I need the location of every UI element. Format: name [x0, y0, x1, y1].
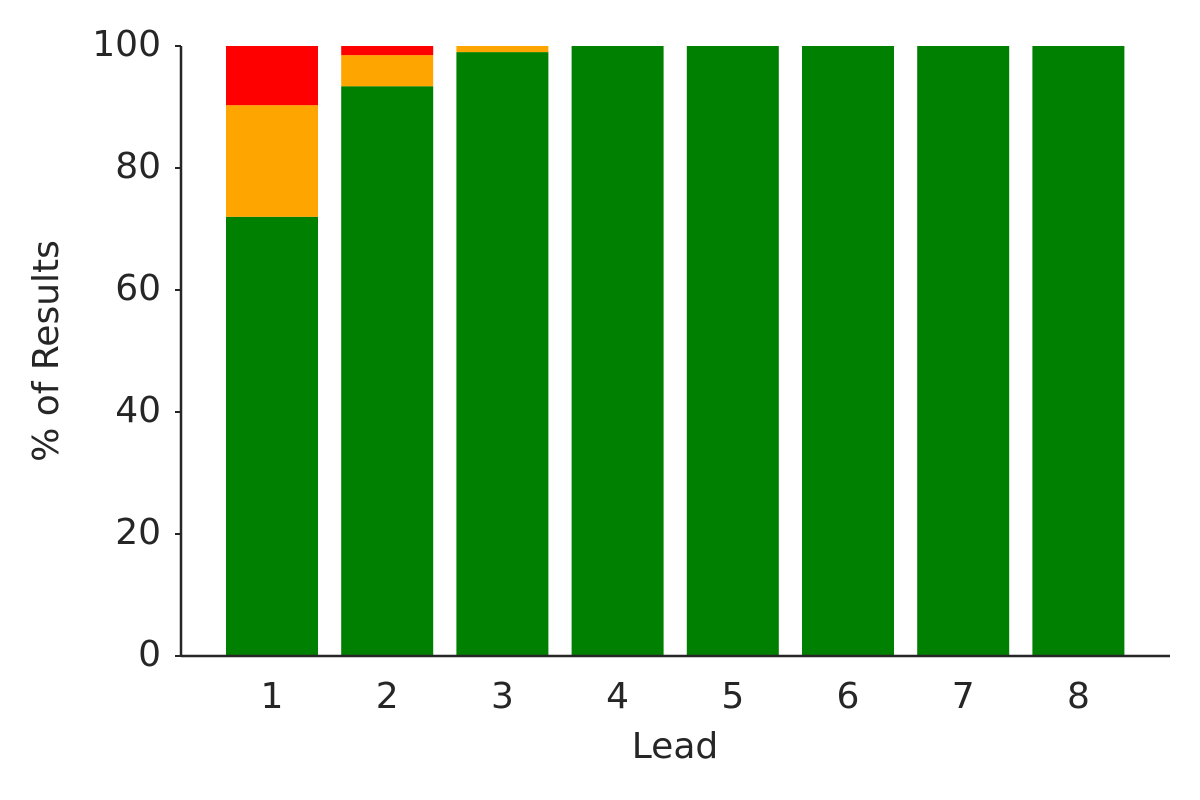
x-tick-label: 7	[952, 676, 975, 717]
bar-segment	[226, 46, 318, 106]
bar-segment	[917, 46, 1010, 656]
y-axis-label: % of Results	[26, 240, 67, 462]
bar-segment	[341, 46, 434, 56]
bar-segment	[226, 216, 318, 657]
x-tick-label: 8	[1067, 676, 1090, 717]
bar-segment	[341, 55, 434, 87]
y-tick-label: 0	[138, 634, 161, 675]
bar-segment	[456, 52, 549, 657]
x-axis-label: Lead	[632, 726, 718, 767]
y-tick-label: 80	[115, 146, 161, 187]
bar-segment	[802, 46, 894, 656]
y-tick-label: 100	[92, 24, 161, 65]
bar-segment	[571, 46, 664, 656]
y-tick-label: 40	[115, 390, 161, 431]
x-tick-label: 2	[376, 676, 399, 717]
bar-segment	[226, 105, 318, 217]
bar-segment	[456, 46, 549, 53]
x-tick-label: 5	[721, 676, 744, 717]
bar-segment	[686, 46, 779, 656]
x-tick-label: 6	[837, 676, 860, 717]
y-tick-label: 60	[115, 268, 161, 309]
x-tick-label: 4	[606, 676, 629, 717]
bar-segment	[341, 86, 434, 656]
x-tick-label: 3	[491, 676, 514, 717]
y-tick-label: 20	[115, 512, 161, 553]
x-tick-label: 1	[261, 676, 284, 717]
bar-segment	[1032, 46, 1125, 656]
